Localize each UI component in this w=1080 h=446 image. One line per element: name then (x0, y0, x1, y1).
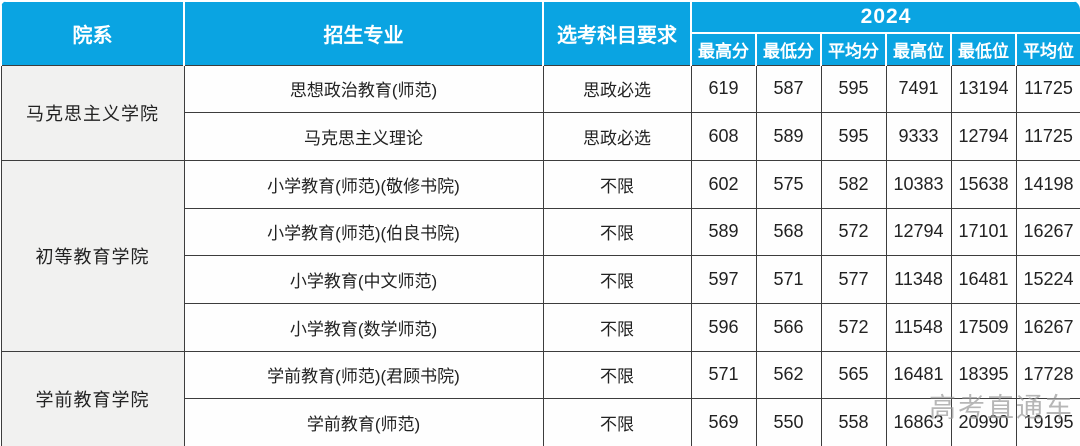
subject-requirement-cell: 不限 (542, 255, 692, 304)
value-cell-lowest-score: 575 (755, 159, 822, 209)
table-row: 小学教育(师范)(伯良书院) 不限 589 568 572 12794 17101 16267 (1, 207, 1080, 257)
header-department: 院系 (0, 0, 185, 66)
value-cell-average-score: 572 (820, 302, 887, 352)
major-cell: 马克思主义理论 (183, 112, 544, 161)
value-cell-average-score: 595 (820, 112, 887, 161)
major-cell: 学前教育(师范) (183, 398, 544, 446)
major-cell: 小学教育(师范)(伯良书院) (183, 207, 544, 257)
table-row: 小学教育(中文师范) 不限 597 571 577 11348 16481 15224 (1, 255, 1080, 304)
value-cell-highest-score: 571 (690, 350, 757, 400)
value-cell-highest-score: 608 (690, 112, 757, 161)
value-cell-lowest-rank: 20990 (950, 398, 1017, 446)
subject-requirement-cell: 不限 (542, 207, 692, 257)
header-highest-score: 最高分 (690, 32, 757, 66)
value-cell-average-rank: 14198 (1015, 159, 1080, 209)
department-cell: 学前教育学院 (0, 350, 185, 446)
value-cell-lowest-rank: 18395 (950, 350, 1017, 400)
major-cell: 思想政治教育(师范) (183, 64, 544, 114)
value-cell-average-score: 565 (820, 350, 887, 400)
value-cell-highest-rank: 16481 (885, 350, 952, 400)
value-cell-average-rank: 11725 (1015, 64, 1080, 114)
value-cell-highest-score: 619 (690, 64, 757, 114)
subject-requirement-cell: 思政必选 (542, 64, 692, 114)
table-row: 马克思主义理论 思政必选 608 589 595 9333 12794 11725 (1, 112, 1080, 161)
value-cell-highest-score: 589 (690, 207, 757, 257)
table-body: 马克思主义学院 思想政治教育(师范) 思政必选 619 587 595 7491 13194 1… (0, 64, 1080, 446)
value-cell-lowest-score: 587 (755, 64, 822, 114)
subject-requirement-cell: 思政必选 (542, 112, 692, 161)
value-cell-highest-score: 596 (690, 302, 757, 352)
value-cell-highest-rank: 7491 (885, 64, 952, 114)
major-cell: 小学教育(师范)(敬修书院) (183, 159, 544, 209)
value-cell-average-rank: 17728 (1015, 350, 1080, 400)
header-row-top: 院系 招生专业 选考科目要求 2024 (0, 0, 1080, 66)
value-cell-highest-rank: 12794 (885, 207, 952, 257)
value-cell-highest-score: 569 (690, 398, 757, 446)
header-average-rank: 平均位 (1014, 32, 1080, 66)
value-cell-highest-rank: 11548 (885, 302, 952, 352)
value-cell-average-rank: 16267 (1015, 207, 1080, 257)
major-cell: 小学教育(中文师范) (183, 255, 544, 304)
major-cell: 学前教育(师范)(君顾书院) (183, 350, 544, 400)
header-major: 招生专业 (183, 0, 544, 66)
value-cell-lowest-rank: 15638 (950, 159, 1017, 209)
value-cell-lowest-score: 568 (755, 207, 822, 257)
subject-requirement-cell: 不限 (542, 350, 692, 400)
table-row: 学前教育(师范) 不限 569 550 558 16863 20990 19195 (1, 398, 1080, 446)
value-cell-average-score: 558 (820, 398, 887, 446)
value-cell-lowest-rank: 17101 (950, 207, 1017, 257)
major-cell: 小学教育(数学师范) (183, 302, 544, 352)
subject-requirement-cell: 不限 (542, 398, 692, 446)
value-cell-lowest-rank: 17509 (950, 302, 1017, 352)
value-cell-lowest-rank: 13194 (950, 64, 1017, 114)
value-cell-highest-score: 597 (690, 255, 757, 304)
department-cell: 初等教育学院 (0, 159, 185, 352)
value-cell-average-rank: 19195 (1015, 398, 1080, 446)
table-row: 马克思主义学院 思想政治教育(师范) 思政必选 619 587 595 7491 13194 1… (0, 64, 1080, 161)
value-cell-average-score: 577 (820, 255, 887, 304)
value-cell-highest-rank: 16863 (885, 398, 952, 446)
value-cell-lowest-rank: 12794 (950, 112, 1017, 161)
header-lowest-score: 最低分 (755, 32, 822, 66)
header-lowest-rank: 最低位 (950, 32, 1017, 66)
value-cell-average-rank: 15224 (1015, 255, 1080, 304)
header-year-2024: 2024 (689, 0, 1080, 34)
department-cell: 马克思主义学院 (0, 64, 185, 161)
value-cell-lowest-rank: 16481 (950, 255, 1017, 304)
value-cell-average-score: 582 (820, 159, 887, 209)
value-cell-highest-rank: 10383 (885, 159, 952, 209)
table-row: 学前教育学院 学前教育(师范)(君顾书院) 不限 571 562 565 16481 1839… (0, 350, 1080, 446)
value-cell-highest-rank: 9333 (885, 112, 952, 161)
subject-requirement-cell: 不限 (542, 159, 692, 209)
value-cell-average-rank: 11725 (1015, 112, 1080, 161)
value-cell-average-rank: 16267 (1015, 302, 1080, 352)
value-cell-highest-score: 602 (690, 159, 757, 209)
value-cell-lowest-score: 571 (755, 255, 822, 304)
value-cell-lowest-score: 589 (755, 112, 822, 161)
value-cell-lowest-score: 562 (755, 350, 822, 400)
header-average-score: 平均分 (820, 32, 887, 66)
header-highest-rank: 最高位 (885, 32, 952, 66)
table-row: 初等教育学院 小学教育(师范)(敬修书院) 不限 602 575 582 10383 1563… (0, 159, 1080, 352)
table-header: 院系 招生专业 选考科目要求 2024 最高分 最低分 平均分 最高位 最低位 … (0, 0, 1080, 66)
header-row-sub: 最高分 最低分 平均分 最高位 最低位 平均位 (1, 32, 1080, 66)
value-cell-lowest-score: 566 (755, 302, 822, 352)
subject-requirement-cell: 不限 (542, 302, 692, 352)
value-cell-highest-rank: 11348 (885, 255, 952, 304)
header-subjects: 选考科目要求 (542, 0, 692, 66)
value-cell-average-score: 595 (820, 64, 887, 114)
value-cell-lowest-score: 550 (755, 398, 822, 446)
value-cell-average-score: 572 (820, 207, 887, 257)
